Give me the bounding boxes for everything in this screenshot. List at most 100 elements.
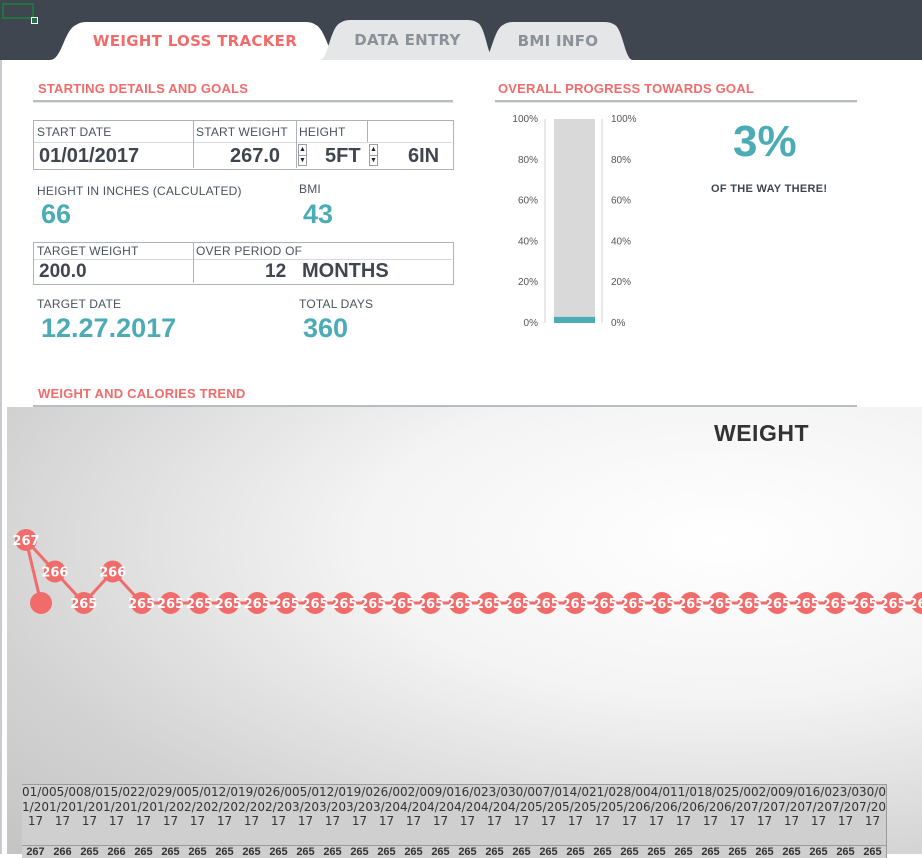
y-tick-label-left: 0% xyxy=(524,318,539,329)
height-feet-value[interactable]: 5FT xyxy=(325,145,361,167)
start-weight-label: START WEIGHT xyxy=(196,125,288,139)
weight-data-label: 265 xyxy=(648,597,675,612)
weight-point xyxy=(130,592,153,614)
x-tick-label: 23/07/2017 xyxy=(832,784,860,845)
weight-data-label: 265 xyxy=(128,597,155,612)
height-inches-label: HEIGHT IN INCHES (CALCULATED) xyxy=(37,184,242,198)
table-value-cell: 265 xyxy=(481,845,509,858)
weight-data-label: 265 xyxy=(417,597,444,612)
height-spinner[interactable]: ▲ ▼ xyxy=(369,144,378,166)
x-tick-label: 15/01/2017 xyxy=(103,784,131,845)
weight-chart-area[interactable] xyxy=(7,407,922,854)
table-value-cell: 265 xyxy=(400,845,428,858)
y-tick-label-left: 40% xyxy=(518,236,538,247)
weight-point xyxy=(361,592,384,614)
weight-point xyxy=(795,592,818,614)
table-value-cell: 265 xyxy=(157,845,185,858)
table-value-cell: 265 xyxy=(562,845,590,858)
tab-shape xyxy=(483,22,633,60)
weight-data-label: 267 xyxy=(12,534,39,549)
table-value-cell: 265 xyxy=(670,845,698,858)
weight-point xyxy=(679,592,702,614)
spinner-down-icon[interactable]: ▼ xyxy=(299,155,306,164)
height-inches-value[interactable]: 6IN xyxy=(408,145,440,167)
spinner-up-icon[interactable]: ▲ xyxy=(299,146,306,153)
x-tick-label: 05/03/2017 xyxy=(292,784,320,845)
target-date-value: 12.27.2017 xyxy=(41,313,177,343)
start-weight-value[interactable]: 267.0 xyxy=(230,145,281,167)
table-value-cell: 265 xyxy=(373,845,401,858)
x-tick-label: 05/01/2017 xyxy=(49,784,77,845)
table-value-cell: 265 xyxy=(265,845,293,858)
table-value-cell: 265 xyxy=(589,845,617,858)
spinner-down-icon[interactable]: ▼ xyxy=(370,155,377,164)
weight-point xyxy=(593,592,615,614)
table-value-cell: 265 xyxy=(805,845,833,858)
height-inches-calculated: 66 xyxy=(41,199,72,229)
weight-data-label: 265 xyxy=(446,597,473,612)
weight-data-label: 265 xyxy=(562,597,589,612)
x-tick-label: 30/04/2017 xyxy=(508,784,536,845)
weight-point xyxy=(188,592,211,614)
selected-cell[interactable] xyxy=(2,3,34,19)
section-rule xyxy=(33,100,453,103)
start-details-box xyxy=(33,120,454,170)
weight-point xyxy=(246,592,269,614)
table-value-cell: 265 xyxy=(643,845,671,858)
fill-handle[interactable] xyxy=(31,17,38,24)
weight-point xyxy=(43,560,66,583)
tab-label: WEIGHT LOSS TRACKER xyxy=(92,32,298,50)
table-value-cell: 266 xyxy=(49,845,77,858)
table-value-cell: 265 xyxy=(859,845,887,858)
weight-point xyxy=(506,592,529,614)
table-value-cell: 265 xyxy=(751,845,779,858)
weight-data-label: 265 xyxy=(590,597,617,612)
x-tick-label: 22/01/2017 xyxy=(130,784,158,845)
weight-point xyxy=(737,592,760,614)
weight-point xyxy=(332,592,355,614)
table-value-cell: 265 xyxy=(130,845,158,858)
weight-data-label: 265 xyxy=(706,597,733,612)
weight-point xyxy=(564,592,587,614)
box-divider xyxy=(193,120,194,168)
table-value-cell: 265 xyxy=(535,845,563,858)
weight-data-label: 265 xyxy=(822,597,849,612)
box-divider xyxy=(367,120,368,142)
target-weight-value[interactable]: 200.0 xyxy=(39,261,87,282)
tab-bmi-info[interactable]: BMI INFO xyxy=(483,22,633,60)
period-value[interactable]: 12 xyxy=(265,261,287,282)
start-date-value[interactable]: 01/01/2017 xyxy=(39,145,140,167)
tab-weight-loss-tracker[interactable]: WEIGHT LOSS TRACKER xyxy=(50,22,340,60)
x-tick-label: 25/06/2017 xyxy=(724,784,752,845)
weight-data-label: 265 xyxy=(388,597,415,612)
weight-point xyxy=(304,592,326,614)
bmi-value: 43 xyxy=(303,199,334,229)
x-tick-label: 14/05/2017 xyxy=(562,784,590,845)
weight-data-label: 265 xyxy=(70,597,97,612)
start-date-label: START DATE xyxy=(37,125,112,139)
progress-track xyxy=(554,119,595,323)
section-rule xyxy=(495,100,857,103)
weight-point xyxy=(477,592,500,614)
box-divider xyxy=(193,242,194,283)
weight-spinner[interactable]: ▲ ▼ xyxy=(298,144,307,166)
x-tick-label: 02/07/2017 xyxy=(751,784,779,845)
weight-data-label: 265 xyxy=(764,597,791,612)
weight-data-label: 266 xyxy=(99,566,126,581)
box-divider xyxy=(34,259,452,260)
weight-data-label: 265 xyxy=(619,597,646,612)
x-tick-label: 07/05/2017 xyxy=(535,784,563,845)
y-tick-label-right: 40% xyxy=(611,236,631,247)
weight-data-label: 265 xyxy=(157,597,184,612)
section-title-starting: STARTING DETAILS AND GOALS xyxy=(38,81,249,96)
tab-data-entry[interactable]: DATA ENTRY xyxy=(320,20,495,60)
x-tick-label: 12/02/2017 xyxy=(211,784,239,845)
section-title-trend: WEIGHT AND CALORIES TREND xyxy=(38,386,246,401)
period-unit: MONTHS xyxy=(302,260,389,282)
weight-point xyxy=(101,560,124,583)
weight-point xyxy=(159,592,182,614)
spinner-up-icon[interactable]: ▲ xyxy=(370,146,377,153)
tab-shape xyxy=(50,22,340,60)
weight-point xyxy=(448,592,471,614)
y-tick-label-right: 80% xyxy=(611,155,631,166)
